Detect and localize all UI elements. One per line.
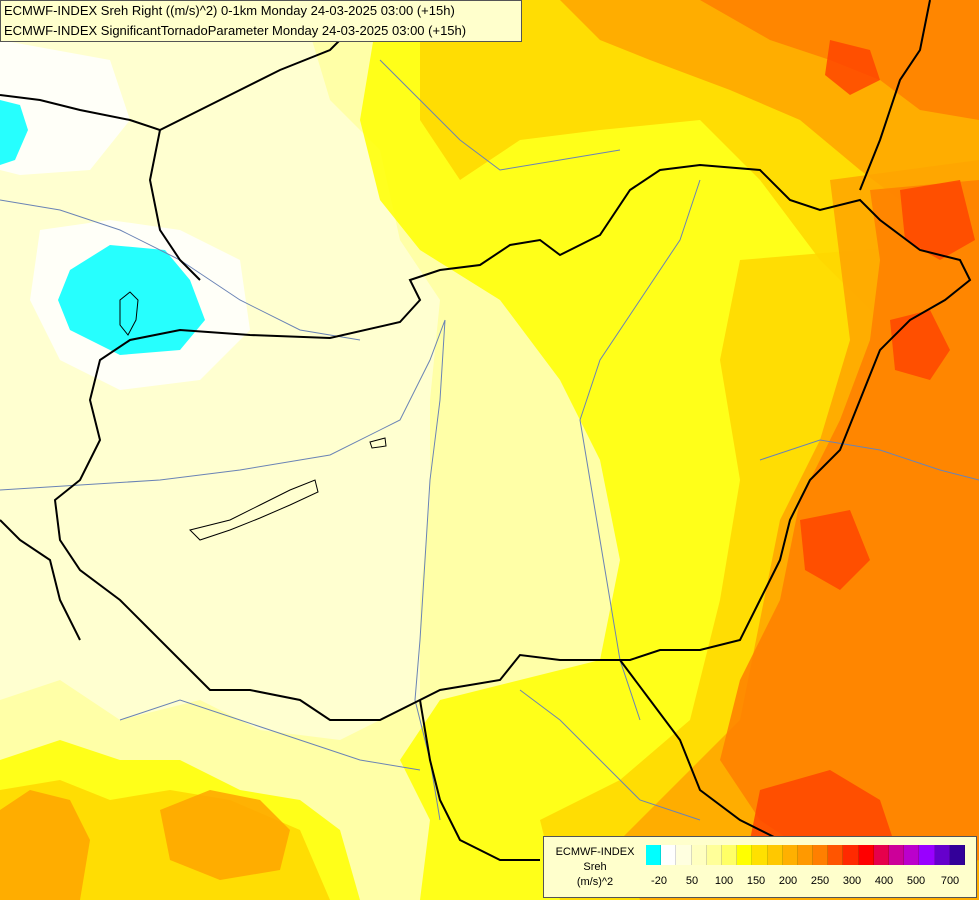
legend-swatch <box>706 845 722 865</box>
border-west <box>0 519 81 641</box>
legend-ticks: -20 50 100 150 200 250 300 400 500 700 <box>646 875 966 889</box>
legend-swatch <box>843 845 859 865</box>
border-hungary <box>53 163 972 721</box>
river-east <box>759 439 979 481</box>
legend-caption-line-1: ECMWF-INDEX <box>555 846 635 858</box>
legend-tick-label: 100 <box>714 875 734 887</box>
cyan-region-northwest <box>0 100 28 165</box>
legend-swatch <box>782 845 798 865</box>
legend-tick-label: 300 <box>842 875 862 887</box>
river-tisza <box>579 179 701 721</box>
legend-caption: ECMWF-INDEX Sreh (m/s)^2 <box>546 845 644 890</box>
legend-swatch <box>873 845 889 865</box>
country-borders <box>0 0 972 861</box>
river-drava <box>119 699 421 771</box>
legend-swatch <box>691 845 707 865</box>
legend-swatch <box>934 845 950 865</box>
cyan-region-west <box>58 245 205 355</box>
legend-swatch <box>813 845 829 865</box>
legend-tick-label: 150 <box>746 875 766 887</box>
legend-swatch <box>737 845 753 865</box>
legend-tick-label: 500 <box>906 875 926 887</box>
white-region-northwest <box>0 40 130 175</box>
red-orange-core-4 <box>825 40 880 95</box>
river-danube <box>0 319 446 821</box>
legend-swatch <box>646 845 662 865</box>
border-south <box>419 699 540 861</box>
legend-swatch <box>797 845 814 865</box>
red-orange-core-3 <box>800 510 870 590</box>
legend-swatch <box>919 845 935 865</box>
red-orange-core-1 <box>890 310 950 380</box>
red-orange-core-2 <box>900 180 975 260</box>
legend-tick-label: 200 <box>778 875 798 887</box>
legend-swatch <box>858 845 874 865</box>
lake-neusiedl <box>119 291 139 336</box>
legend-tick-label: 50 <box>685 875 699 887</box>
legend-swatch <box>949 845 965 865</box>
lake-balaton <box>189 479 319 541</box>
legend-swatch <box>721 845 738 865</box>
river-northern <box>379 59 621 171</box>
title-line-sreh: ECMWF-INDEX Sreh Right ((m/s)^2) 0-1km M… <box>4 3 455 18</box>
border-southeast <box>619 659 781 841</box>
legend-swatch <box>828 845 844 865</box>
color-legend: ECMWF-INDEX Sreh (m/s)^2 -20 50 100 150 200 2… <box>543 836 977 898</box>
legend-swatch <box>752 845 768 865</box>
legend-swatch <box>767 845 783 865</box>
legend-swatch <box>904 845 920 865</box>
lakes <box>119 291 387 541</box>
legend-tick-label: -20 <box>651 875 667 887</box>
river-south <box>519 689 701 821</box>
legend-tick-label: 250 <box>810 875 830 887</box>
orange-blob-south <box>160 790 290 880</box>
lake-small <box>369 437 387 449</box>
legend-caption-line-3: (m/s)^2 <box>576 876 614 888</box>
title-line-stp: ECMWF-INDEX SignificantTornadoParameter … <box>4 23 467 38</box>
orange-blob-southwest <box>0 790 90 900</box>
legend-tick-label: 400 <box>874 875 894 887</box>
border-northeast <box>859 0 931 191</box>
legend-swatches <box>646 845 965 865</box>
map-title-box: ECMWF-INDEX Sreh Right ((m/s)^2) 0-1km M… <box>0 0 522 42</box>
legend-swatch <box>661 845 677 865</box>
legend-caption-line-2: Sreh <box>583 861 607 873</box>
legend-tick-label: 700 <box>940 875 960 887</box>
legend-swatch <box>889 845 905 865</box>
legend-swatch <box>676 845 692 865</box>
